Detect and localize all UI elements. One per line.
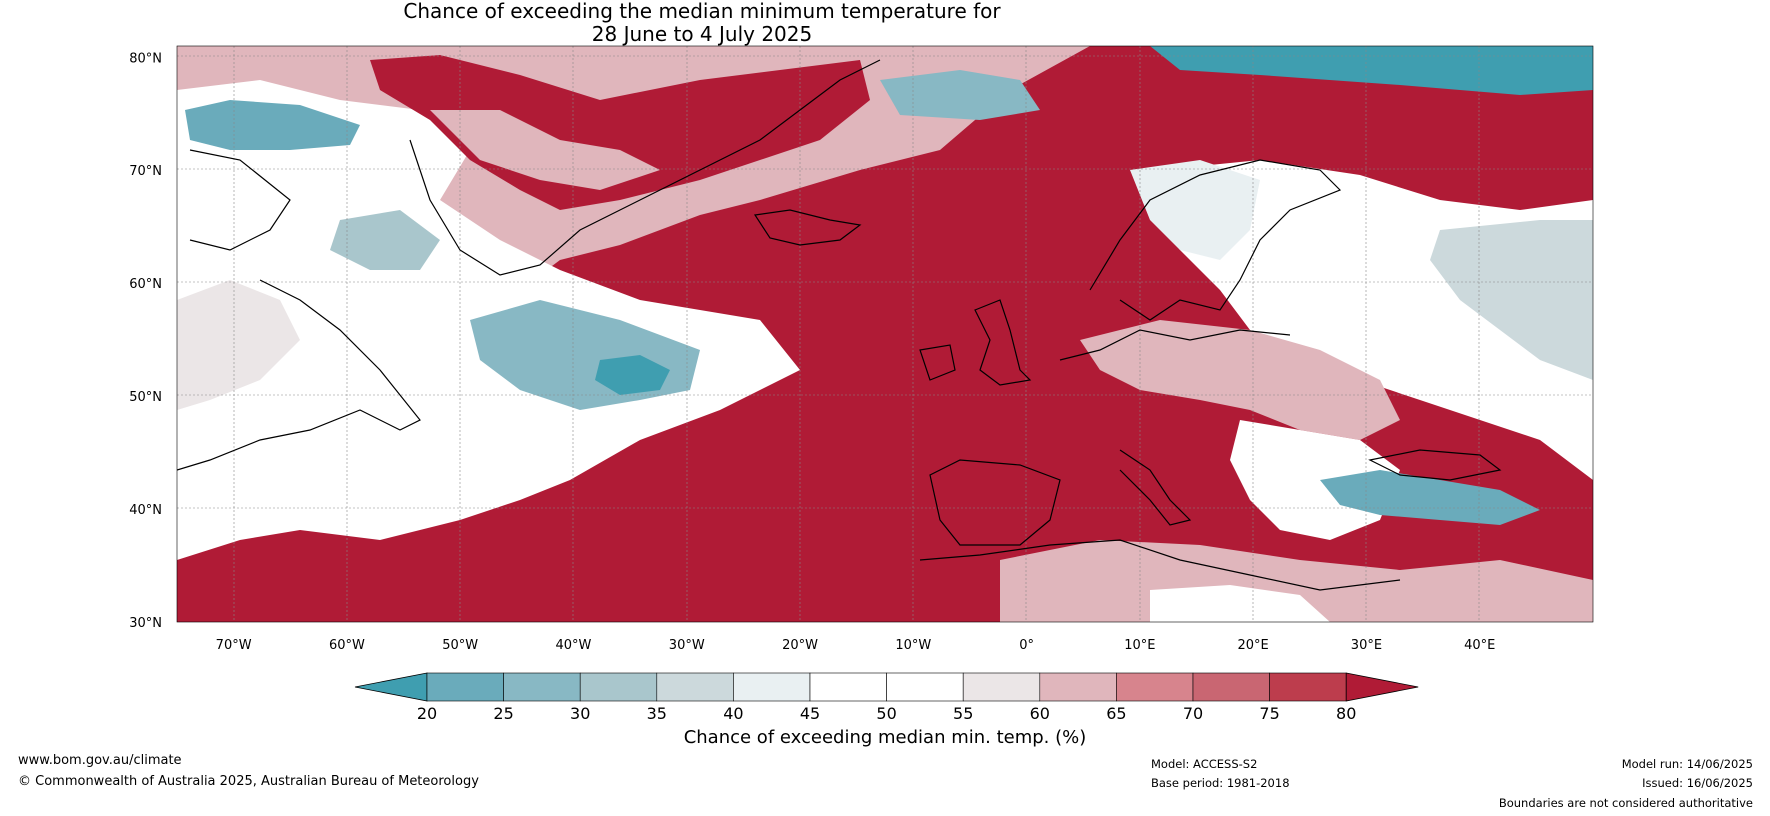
footer-copyright: © Commonwealth of Australia 2025, Austra… — [18, 774, 479, 789]
lat-label: 70°N — [129, 164, 162, 179]
lon-label: 20°E — [1238, 638, 1269, 653]
colorbar-segment — [809, 672, 887, 702]
region-labrador-blue — [330, 210, 440, 270]
colorbar-tick-label: 30 — [570, 704, 590, 723]
colorbar-label: Chance of exceeding median min. temp. (%… — [683, 727, 1087, 748]
colorbar-tick-label: 50 — [876, 704, 896, 723]
lon-label: 30°W — [669, 638, 705, 653]
colorbar-tick-label: 75 — [1259, 704, 1279, 723]
coast-ireland — [919, 344, 956, 381]
colorbar-extend-high — [1345, 672, 1419, 702]
colorbar-segment — [656, 672, 734, 702]
title-line-1: Chance of exceeding the median minimum t… — [403, 0, 1001, 23]
coast-labrador — [177, 279, 421, 471]
lon-label: 20°W — [782, 638, 818, 653]
footer-disclaimer: Boundaries are not considered authoritat… — [1498, 796, 1753, 810]
region-europe-pale — [1080, 320, 1400, 440]
region-greenland-sea-blue — [880, 70, 1040, 120]
map-frame — [176, 45, 1594, 623]
colorbar-segment — [579, 672, 658, 702]
region-greenland-red — [370, 55, 870, 210]
colorbar-tick-label: 65 — [1106, 704, 1126, 723]
colorbar-tick-label: 25 — [493, 704, 513, 723]
colorbar-segment — [962, 672, 1041, 702]
colorbar-segment — [1116, 672, 1194, 702]
region-greenland-pale — [430, 110, 660, 190]
coast-north-africa — [919, 539, 1401, 591]
colorbar-segment — [1269, 672, 1347, 702]
latitude-labels: 80°N 70°N 60°N 50°N 40°N 30°N — [129, 51, 162, 631]
coast-britain — [974, 299, 1032, 386]
colorbar-segment — [886, 672, 964, 702]
lat-label: 40°N — [129, 503, 162, 518]
footer-url: www.bom.gov.au/climate — [18, 753, 182, 768]
region-russia-pale-blue — [1430, 220, 1593, 380]
region-labrador-pale — [177, 280, 300, 410]
colorbar: 20 25 30 35 40 45 50 55 60 65 70 75 80 — [354, 672, 1419, 723]
lon-label: 10°W — [895, 638, 931, 653]
lon-label: 70°W — [216, 638, 252, 653]
colorbar-tick-label: 40 — [723, 704, 743, 723]
coast-greenland — [409, 59, 881, 276]
lon-label: 40°W — [556, 638, 592, 653]
colorbar-tick-label: 70 — [1183, 704, 1203, 723]
region-balkans-white — [1230, 420, 1400, 540]
coast-iceland — [753, 209, 862, 246]
region-turkey-blue — [1320, 470, 1540, 525]
region-scandinavia-white — [1130, 160, 1260, 260]
lat-label: 80°N — [129, 51, 162, 66]
colorbar-tick-label: 35 — [647, 704, 667, 723]
lat-label: 30°N — [129, 616, 162, 631]
colorbar-segment — [1039, 672, 1117, 702]
region-arctic-blue-top — [1150, 46, 1593, 95]
lon-label: 30°E — [1351, 638, 1382, 653]
map-title: Chance of exceeding the median minimum t… — [0, 0, 1404, 46]
colorbar-tick-label: 60 — [1030, 704, 1050, 723]
title-line-2: 28 June to 4 July 2025 — [591, 22, 813, 46]
region-northafrica-white — [1150, 585, 1330, 622]
coast-italy — [1119, 449, 1192, 526]
lat-label: 50°N — [129, 390, 162, 405]
lon-label: 60°W — [329, 638, 365, 653]
lat-label: 60°N — [129, 277, 162, 292]
longitude-labels: 70°W 60°W 50°W 40°W 30°W 20°W 10°W 0° 10°E 20°E 30… — [216, 638, 1496, 653]
coast-black-sea — [1368, 449, 1502, 481]
colorbar-segment — [426, 672, 504, 702]
lon-label: 0° — [1019, 638, 1034, 653]
colorbar-segment — [503, 672, 581, 702]
footer-issued: Issued: 16/06/2025 — [1642, 776, 1753, 790]
graticule — [177, 46, 1593, 622]
coast-scandinavia — [1089, 159, 1342, 321]
colorbar-tick-label: 20 — [417, 704, 437, 723]
region-baffin-blue — [185, 100, 360, 150]
region-northatlantic-blue-core — [595, 355, 670, 395]
lon-label: 50°W — [442, 638, 478, 653]
region-mideast-pale — [1000, 540, 1593, 622]
map-area — [177, 46, 1593, 622]
footer-model: Model: ACCESS-S2 — [1151, 757, 1258, 771]
coast-europe-north — [1059, 329, 1291, 361]
colorbar-segment — [733, 672, 811, 702]
coastlines — [177, 59, 1502, 591]
colorbar-extend-low — [354, 672, 428, 702]
coast-baffin — [189, 149, 291, 251]
lon-label: 10°E — [1124, 638, 1155, 653]
lon-label: 40°E — [1464, 638, 1495, 653]
colorbar-segment — [1192, 672, 1270, 702]
coast-iberia — [929, 459, 1061, 546]
footer-base-period: Base period: 1981-2018 — [1151, 776, 1290, 790]
footer-model-run: Model run: 14/06/2025 — [1621, 757, 1753, 771]
colorbar-tick-label: 80 — [1336, 704, 1356, 723]
colorbar-tick-label: 45 — [800, 704, 820, 723]
colorbar-tick-label: 55 — [953, 704, 973, 723]
